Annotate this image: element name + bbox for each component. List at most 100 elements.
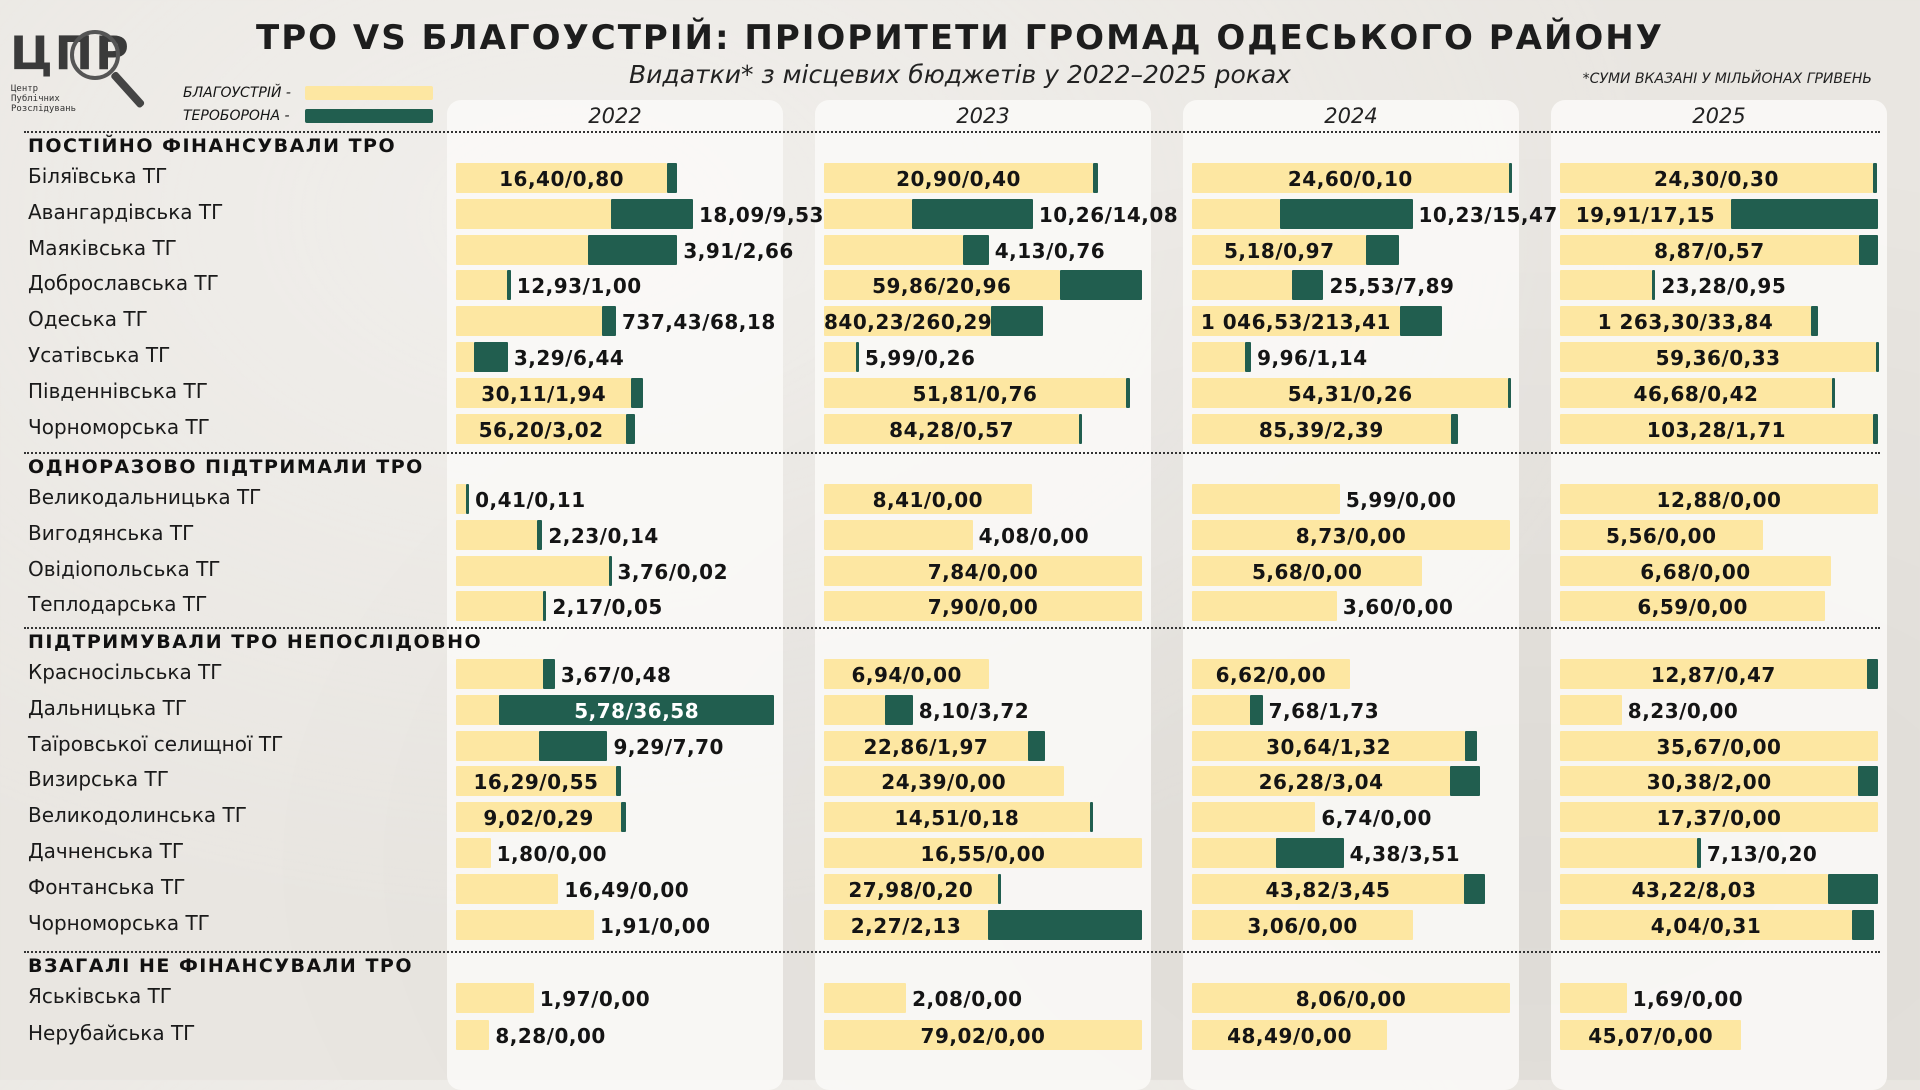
bar-teroborona: [1059, 270, 1142, 300]
bar-blahoustrii: [824, 659, 990, 689]
data-label: 1 263,30/33,84: [1597, 310, 1774, 334]
row-name: Одеська ТГ: [28, 307, 148, 331]
bar-blahoustrii: [824, 591, 1142, 621]
bar-teroborona: [1810, 306, 1818, 336]
bar-blahoustrii: [456, 378, 632, 408]
bar-teroborona: [1463, 874, 1486, 904]
row-name: Красносільська ТГ: [28, 660, 223, 684]
data-label: 8,73/0,00: [1295, 524, 1407, 548]
row-name: Великодальницька ТГ: [28, 485, 262, 509]
data-label: 43,82/3,45: [1265, 878, 1391, 902]
data-label: 6,74/0,00: [1321, 806, 1432, 830]
data-label: 30,11/1,94: [481, 382, 607, 406]
data-label: 8,28/0,00: [495, 1024, 606, 1048]
bar-blahoustrii: [456, 591, 544, 621]
bar-teroborona: [1450, 766, 1480, 796]
bar-teroborona: [1858, 235, 1878, 265]
bar-blahoustrii: [456, 342, 474, 372]
data-label: 2,08/0,00: [912, 987, 1023, 1011]
data-label: 1,91/0,00: [600, 914, 711, 938]
bar-teroborona: [1292, 270, 1324, 300]
bar-blahoustrii: [1560, 414, 1873, 444]
bar-teroborona: [1366, 235, 1400, 265]
data-label: 8,06/0,00: [1295, 987, 1407, 1011]
bar-blahoustrii: [824, 1020, 1142, 1050]
bar-teroborona: [543, 659, 555, 689]
bar-teroborona: [1079, 414, 1083, 444]
bar-teroborona: [1465, 731, 1477, 761]
bar-blahoustrii: [456, 659, 544, 689]
bar-blahoustrii: [1192, 520, 1510, 550]
data-label: 8,23/0,00: [1627, 699, 1739, 723]
bar-blahoustrii: [456, 838, 491, 868]
bar-teroborona: [506, 270, 511, 300]
bar-blahoustrii: [824, 695, 885, 725]
data-label: 5,56/0,00: [1606, 524, 1717, 548]
row-name: Дачненська ТГ: [28, 839, 185, 863]
bar-blahoustrii: [1560, 199, 1731, 229]
bar-teroborona: [587, 235, 678, 265]
bar-teroborona: [997, 874, 1001, 904]
bar-blahoustrii: [1560, 874, 1829, 904]
year-header: 2023: [956, 104, 1010, 128]
bar-blahoustrii: [1560, 766, 1859, 796]
bar-teroborona: [667, 163, 678, 193]
data-label: 16,49/0,00: [564, 878, 690, 902]
legend-item-blahoustrii: БЛАГОУСТРІЙ -: [183, 84, 433, 102]
section-header: ПОСТІЙНО ФІНАНСУВАЛИ ТРО: [28, 135, 397, 157]
bar-blahoustrii: [1192, 695, 1250, 725]
bar-blahoustrii: [1192, 235, 1367, 265]
bar-blahoustrii: [824, 874, 998, 904]
data-label: 1,69/0,00: [1632, 987, 1744, 1011]
bar-blahoustrii: [1192, 838, 1277, 868]
bar-blahoustrii: [1560, 802, 1878, 832]
bar-teroborona: [611, 199, 693, 229]
data-label: 840,23/260,29: [824, 310, 993, 334]
bar-blahoustrii: [824, 270, 1060, 300]
legend-item-teroborona: ТЕРОБОРОНА -: [183, 107, 433, 125]
row-name: Нерубайська ТГ: [28, 1021, 196, 1045]
data-label: 0,41/0,11: [475, 488, 586, 512]
data-label: 4,38/3,51: [1349, 842, 1461, 866]
bar-blahoustrii: [456, 163, 668, 193]
section-divider: [24, 452, 1880, 454]
row-name: Великодолинська ТГ: [28, 803, 247, 827]
chart-title: ТРО VS БЛАГОУСТРІЙ: ПРІОРИТЕТИ ГРОМАД ОД…: [256, 18, 1664, 58]
data-label: 6,59/0,00: [1637, 595, 1748, 619]
row-name: Дальницька ТГ: [28, 696, 188, 720]
bar-teroborona: [631, 378, 643, 408]
bar-blahoustrii: [824, 414, 1080, 444]
bar-blahoustrii: [1560, 659, 1867, 689]
bar-blahoustrii: [456, 520, 538, 550]
bar-teroborona: [602, 306, 616, 336]
bar-teroborona: [615, 766, 622, 796]
data-label: 46,68/0,42: [1633, 382, 1759, 406]
bar-blahoustrii: [456, 1020, 490, 1050]
year-header: 2024: [1324, 104, 1378, 128]
data-label: 84,28/0,57: [889, 418, 1015, 442]
data-label: 22,86/1,97: [863, 735, 989, 759]
logo-subtitle: Центр Публічних Розслідувань: [11, 84, 76, 114]
bar-teroborona: [1866, 659, 1878, 689]
data-label: 8,10/3,72: [918, 699, 1030, 723]
data-label: 4,13/0,76: [994, 239, 1106, 263]
data-label: 59,36/0,33: [1655, 346, 1781, 370]
row-name: Доброславська ТГ: [28, 271, 219, 295]
data-label: 26,28/3,04: [1258, 770, 1384, 794]
legend-swatch-blahoustrii: [305, 86, 433, 100]
bar-blahoustrii: [456, 199, 612, 229]
row-name: Овідіопольська ТГ: [28, 557, 221, 581]
bar-blahoustrii: [824, 731, 1028, 761]
data-label: 19,91/17,15: [1575, 203, 1716, 227]
data-label: 51,81/0,76: [912, 382, 1038, 406]
section-divider: [24, 951, 1880, 953]
row-name: Визирська ТГ: [28, 767, 169, 791]
bar-teroborona: [1125, 378, 1131, 408]
bar-teroborona: [473, 342, 508, 372]
bar-blahoustrii: [456, 983, 534, 1013]
bar-blahoustrii: [1560, 342, 1877, 372]
bar-blahoustrii: [1560, 235, 1859, 265]
data-label: 35,67/0,00: [1656, 735, 1782, 759]
data-label: 5,78/36,58: [574, 699, 700, 723]
data-label: 85,39/2,39: [1258, 418, 1384, 442]
